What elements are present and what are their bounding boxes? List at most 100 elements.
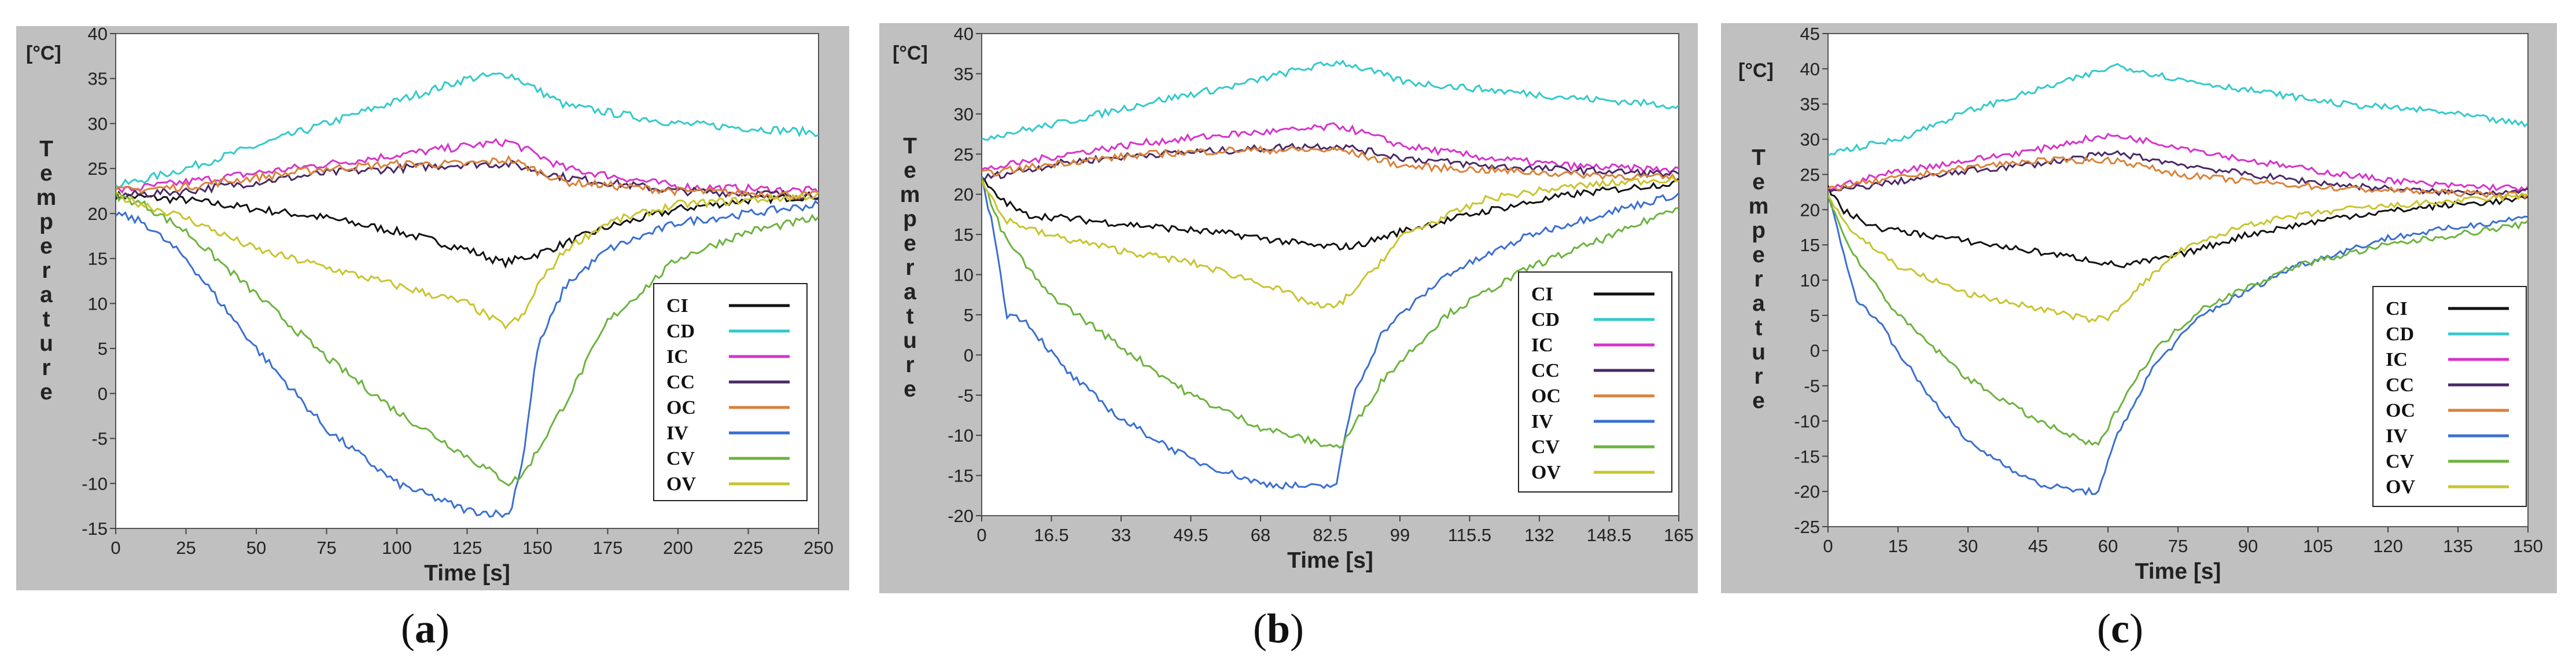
legend-label-OC: OC: [2386, 400, 2415, 421]
y-axis-unit: [°C]: [893, 42, 928, 64]
x-tick-label: 99: [1390, 525, 1410, 545]
legend-box: [2372, 286, 2527, 507]
legend-label-IV: IV: [666, 422, 688, 444]
x-tick-label: 120: [2373, 536, 2403, 556]
legend-label-CI: CI: [1531, 284, 1553, 305]
series-line-CV: [1828, 193, 2528, 446]
series-line-OC: [116, 155, 819, 200]
x-tick-label: 105: [2303, 536, 2333, 556]
series-line-IC: [1828, 133, 2528, 193]
series-group: [1828, 63, 2528, 496]
x-tick-label: 50: [246, 538, 266, 558]
legend-label-CC: CC: [2386, 374, 2414, 396]
y-tick-label: -15: [948, 466, 974, 486]
series-line-OV: [982, 175, 1679, 309]
x-tick-label: 175: [593, 538, 623, 558]
series-line-IV: [982, 175, 1679, 490]
x-tick-label: 165: [1664, 525, 1694, 545]
legend-label-CD: CD: [666, 321, 695, 342]
y-tick-label: 35: [954, 64, 974, 84]
x-tick-label: 148.5: [1587, 525, 1632, 545]
legend-label-OV: OV: [2386, 476, 2415, 498]
legend-label-IC: IC: [1531, 335, 1553, 356]
series-line-IC: [982, 122, 1679, 174]
x-axis-title: Time [s]: [1287, 548, 1373, 573]
y-axis-unit: [°C]: [1738, 60, 1774, 82]
x-tick-label: 225: [734, 538, 764, 558]
x-tick-label: 60: [2098, 536, 2118, 556]
legend-label-OC: OC: [1531, 385, 1561, 407]
y-tick-label: 40: [88, 24, 108, 44]
legend-label-IC: IC: [2386, 349, 2408, 370]
legend-label-CI: CI: [666, 295, 688, 317]
y-tick-label: -10: [1794, 411, 1820, 431]
y-axis-unit: [°C]: [26, 42, 61, 64]
legend-label-OC: OC: [666, 397, 696, 418]
y-tick-label: 20: [1800, 200, 1820, 220]
x-tick-label: 33: [1111, 525, 1131, 545]
x-tick-label: 250: [804, 538, 834, 558]
y-tick-label: 5: [98, 339, 108, 359]
y-tick-label: -5: [91, 429, 108, 449]
series-line-CI: [982, 176, 1679, 251]
y-tick-label: 10: [1800, 270, 1820, 291]
series-line-CD: [116, 72, 819, 189]
y-tick-label: -5: [957, 385, 974, 406]
x-tick-label: 49.5: [1173, 525, 1208, 545]
x-tick-label: 0: [110, 538, 120, 558]
series-line-CD: [1828, 63, 2528, 157]
legend-label-IV: IV: [2386, 425, 2408, 447]
y-tick-label: 45: [1800, 24, 1820, 44]
x-tick-label: 150: [2513, 536, 2543, 556]
x-tick-label: 150: [522, 538, 552, 558]
y-tick-label: -15: [1794, 446, 1820, 466]
y-tick-label: 5: [964, 305, 974, 325]
series-line-OV: [116, 190, 819, 330]
y-tick-label: 15: [954, 225, 974, 245]
x-axis-title: Time [s]: [2135, 559, 2221, 584]
series-line-IV: [1828, 198, 2528, 496]
x-tick-label: 115.5: [1448, 525, 1491, 545]
series-line-CV: [116, 192, 819, 487]
x-tick-label: 75: [2168, 536, 2188, 556]
y-tick-label: 35: [1800, 94, 1820, 115]
series-group: [116, 72, 819, 519]
series-line-CI: [116, 190, 819, 269]
y-tick-label: 35: [88, 69, 108, 89]
panel-caption: (a): [401, 605, 449, 652]
legend-label-CC: CC: [1531, 360, 1560, 381]
x-tick-label: 132: [1524, 525, 1554, 545]
x-tick-label: 30: [1958, 536, 1978, 556]
x-tick-label: 75: [316, 538, 336, 558]
x-tick-label: 16.5: [1034, 525, 1068, 545]
y-tick-label: -5: [1804, 376, 1820, 396]
legend-label-OV: OV: [1531, 462, 1561, 483]
y-tick-label: -15: [82, 519, 108, 539]
y-tick-label: 40: [954, 24, 974, 44]
y-tick-label: 0: [964, 345, 974, 365]
legend-label-CV: CV: [2386, 451, 2415, 472]
y-tick-label: 25: [1800, 164, 1820, 185]
y-tick-label: 10: [88, 293, 108, 314]
chart-panel-c: -25 -20 -15 -10 -5 0 5 10 15 20 25 30 35 40 45 0 15 30 45 6…: [1721, 23, 2557, 652]
series-group: [982, 59, 1679, 490]
legend-label-OV: OV: [666, 473, 696, 495]
chart-panel-b: -20 -15 -10 -5 0 5 10 15 20 25 30 35 40 0 16.5 33 49.5 68…: [879, 23, 1698, 652]
x-axis-title: Time [s]: [424, 561, 510, 586]
panel-caption: (b): [1253, 605, 1304, 652]
y-tick-label: 25: [88, 159, 108, 179]
x-tick-label: 82.5: [1313, 525, 1347, 545]
y-tick-label: 30: [1800, 130, 1820, 150]
series-line-OC: [982, 145, 1679, 182]
legend-label-CI: CI: [2386, 298, 2408, 319]
x-tick-label: 68: [1251, 525, 1270, 545]
x-tick-label: 0: [976, 525, 986, 545]
y-tick-label: 25: [954, 144, 974, 164]
legend-label-CD: CD: [1531, 309, 1560, 330]
series-line-CD: [982, 59, 1679, 141]
series-line-CV: [982, 177, 1679, 449]
